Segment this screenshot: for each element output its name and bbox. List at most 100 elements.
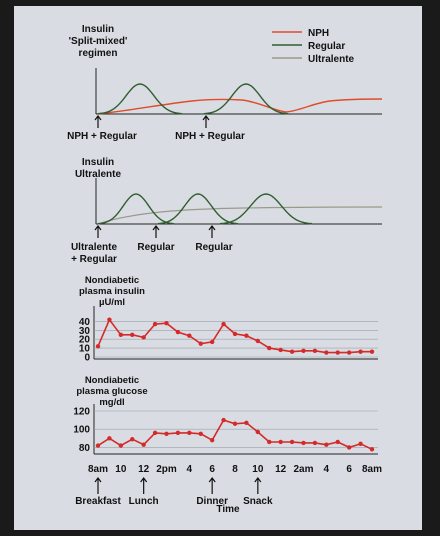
data-point bbox=[369, 447, 375, 452]
meal-arrow bbox=[208, 477, 216, 494]
glucose-chart-ylabel: mg/dl bbox=[99, 397, 124, 408]
time-axis-title: Time bbox=[216, 504, 240, 515]
data-point bbox=[232, 421, 238, 426]
panel1-arrow-2 bbox=[202, 115, 210, 128]
data-point bbox=[209, 437, 215, 443]
panel2-arrow-3 bbox=[208, 225, 216, 238]
data-point bbox=[358, 349, 363, 354]
data-point bbox=[198, 341, 203, 346]
y-tick-label: 120 bbox=[73, 407, 90, 418]
data-point bbox=[141, 442, 146, 447]
panel2-arrow-label-2: Regular bbox=[137, 242, 174, 253]
data-point bbox=[312, 348, 318, 353]
data-point bbox=[175, 430, 181, 436]
glucose-chart: 80 100 120 bbox=[73, 404, 378, 455]
data-point bbox=[244, 333, 249, 338]
data-point bbox=[255, 338, 261, 344]
data-point bbox=[232, 331, 238, 337]
series-line bbox=[97, 318, 372, 354]
data-point bbox=[187, 430, 192, 436]
x-tick-label: 12 bbox=[275, 464, 287, 475]
data-point bbox=[312, 440, 318, 446]
data-point bbox=[198, 431, 203, 436]
data-point bbox=[267, 439, 272, 445]
legend-label-regular: Regular bbox=[308, 41, 345, 52]
x-tick-label: 6 bbox=[346, 464, 352, 475]
data-point bbox=[301, 348, 306, 353]
data-point bbox=[278, 439, 283, 445]
meal-label: Breakfast bbox=[75, 496, 121, 507]
data-point bbox=[95, 344, 101, 349]
data-point bbox=[358, 441, 363, 446]
meal-label: Snack bbox=[243, 496, 273, 507]
insulin-regimen-figure: Insulin 'Split-mixed' regimen NPH Regula… bbox=[67, 24, 383, 515]
y-tick-label: 20 bbox=[79, 335, 91, 346]
data-point bbox=[278, 347, 283, 353]
x-tick-label: 2am bbox=[293, 464, 313, 475]
y-tick-label: 80 bbox=[79, 443, 91, 454]
data-point bbox=[152, 430, 158, 436]
panel1-arrow-label-2: NPH + Regular bbox=[175, 131, 245, 142]
meal-label: Dinner bbox=[196, 496, 228, 507]
data-point bbox=[301, 440, 306, 446]
y-tick-label: 10 bbox=[79, 344, 91, 355]
panel1-nph-curve bbox=[97, 98, 383, 115]
insulin-chart-title-line2: plasma insulin bbox=[79, 286, 145, 297]
panel2-arrow-label-1b: + Regular bbox=[71, 254, 117, 265]
x-tick-label: 4 bbox=[324, 464, 330, 475]
data-point bbox=[209, 339, 215, 345]
data-point bbox=[221, 417, 226, 423]
panel1-regular-curve bbox=[97, 83, 289, 115]
data-point bbox=[164, 321, 169, 326]
y-tick-label: 40 bbox=[79, 317, 91, 328]
panel1-title-line1: Insulin bbox=[82, 24, 114, 35]
x-tick-label: 2pm bbox=[156, 464, 177, 475]
data-point bbox=[187, 333, 192, 338]
panel2-title-line1: Insulin bbox=[82, 157, 114, 168]
panel2-arrow-1 bbox=[94, 225, 102, 238]
data-point bbox=[335, 439, 340, 445]
data-point bbox=[164, 431, 169, 436]
x-tick-label: 8am bbox=[362, 464, 382, 475]
y-tick-label: 30 bbox=[79, 326, 91, 337]
panel1-plot: NPH + Regular NPH + Regular bbox=[67, 68, 383, 142]
panel1-title-line3: regimen bbox=[79, 48, 118, 59]
data-point bbox=[324, 350, 329, 355]
meal-markers: Breakfast Lunch Dinner Snack bbox=[75, 477, 273, 507]
data-point bbox=[335, 350, 340, 355]
meal-arrow bbox=[94, 477, 102, 494]
panel2-title-line2: Ultralente bbox=[75, 169, 122, 180]
panel2-arrow-2 bbox=[152, 225, 160, 238]
meal-arrow bbox=[140, 477, 148, 494]
data-point bbox=[289, 439, 295, 445]
data-point bbox=[346, 445, 352, 450]
data-point bbox=[118, 443, 124, 448]
data-point bbox=[369, 349, 375, 354]
data-point bbox=[95, 443, 101, 448]
legend-label-nph: NPH bbox=[308, 28, 329, 39]
data-point bbox=[221, 321, 226, 327]
panel2-ultralente-curve bbox=[97, 206, 383, 225]
y-tick-label: 0 bbox=[84, 353, 90, 364]
figure-page: Insulin 'Split-mixed' regimen NPH Regula… bbox=[14, 6, 422, 530]
data-point bbox=[255, 429, 261, 435]
legend-label-ultralente: Ultralente bbox=[308, 54, 355, 65]
y-tick-label: 100 bbox=[73, 425, 90, 436]
panel2-arrow-label-3: Regular bbox=[195, 242, 232, 253]
legend: NPH Regular Ultralente bbox=[272, 28, 355, 65]
data-point bbox=[289, 349, 295, 354]
data-point bbox=[175, 329, 181, 335]
glucose-chart-title-line1: Nondiabetic bbox=[85, 375, 139, 386]
data-point bbox=[244, 420, 249, 426]
glucose-chart-title-line2: plasma glucose bbox=[76, 386, 147, 397]
panel1-title-line2: 'Split-mixed' bbox=[69, 36, 128, 47]
data-point bbox=[107, 317, 112, 322]
panel2-plot: Ultralente + Regular Regular Regular bbox=[71, 178, 383, 265]
panel2-regular-curve bbox=[97, 193, 313, 225]
panel1-arrow-label-1: NPH + Regular bbox=[67, 131, 137, 142]
data-point bbox=[130, 437, 135, 442]
data-point bbox=[267, 345, 272, 351]
x-tick-label: 6 bbox=[209, 464, 215, 475]
x-tick-label: 8am bbox=[88, 464, 108, 475]
meal-arrow bbox=[254, 477, 262, 494]
